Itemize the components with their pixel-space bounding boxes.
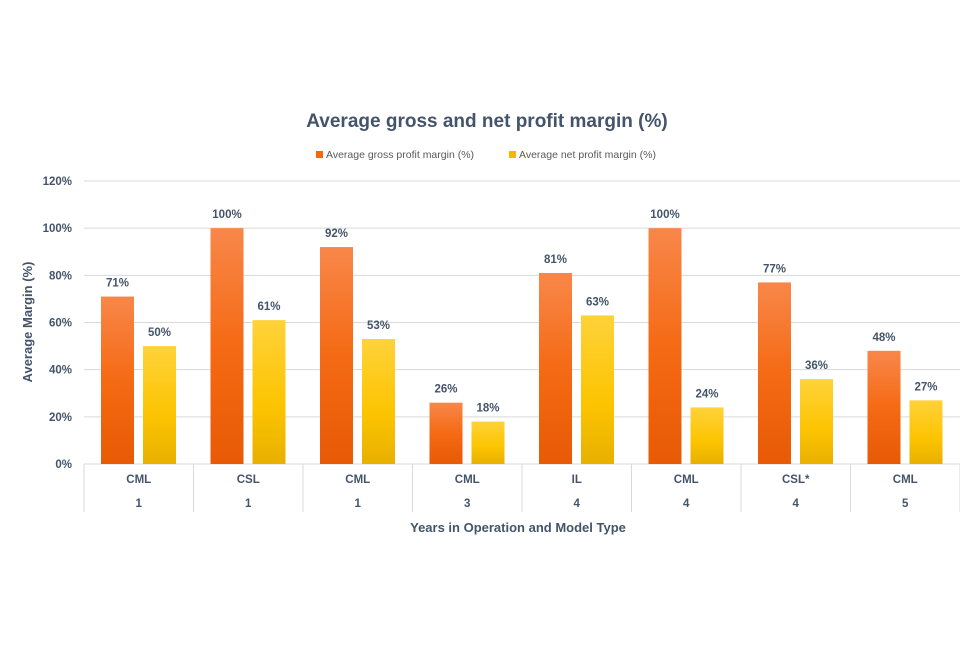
bar-net [471,421,505,464]
legend-swatch-net [509,151,516,158]
x-tick-model: CSL* [782,474,810,486]
y-tick-label: 80% [49,270,72,282]
chart-title: Average gross and net profit margin (%) [306,111,667,132]
data-label: 81% [544,254,567,266]
x-tick-years: 3 [464,498,470,510]
data-label: 18% [476,403,499,415]
y-tick-label: 100% [43,223,72,235]
x-tick-years: 4 [574,498,581,510]
data-label: 92% [325,228,348,240]
x-tick-years: 1 [355,498,362,510]
bar-net [800,379,833,464]
legend-swatch-gross [316,151,323,158]
bar-net [362,339,395,464]
x-tick-years: 1 [136,498,143,510]
data-label: 27% [914,381,937,393]
legend-label-net: Average net profit margin (%) [519,149,656,161]
bar-gross [758,282,791,464]
x-tick-years: 4 [793,498,800,510]
x-tick-model: CSL [237,474,260,486]
data-label: 53% [367,320,390,332]
bar-gross [210,228,244,464]
bar-net [143,346,176,464]
x-tick-years: 5 [902,498,909,510]
y-tick-label: 40% [49,365,72,377]
bar-net [252,320,286,464]
data-label: 77% [763,263,786,275]
bar-gross [101,296,134,464]
legend-label-gross: Average gross profit margin (%) [326,149,474,161]
x-tick-years: 4 [683,498,690,510]
data-label: 63% [586,296,609,308]
bar-gross [867,350,901,464]
data-label: 50% [148,327,171,339]
legend: Average gross profit margin (%) Average … [316,149,656,161]
data-label: 100% [212,209,241,221]
bar-gross [539,272,572,464]
bar-net [690,407,724,464]
data-label: 61% [257,301,280,313]
x-tick-model: IL [572,474,582,486]
data-label: 48% [872,332,895,344]
x-tick-years: 1 [245,498,252,510]
data-label: 24% [695,388,718,400]
y-tick-label: 60% [49,318,72,330]
bar-gross [429,402,463,464]
bar-net [581,315,614,464]
x-axis-label: Years in Operation and Model Type [410,520,626,535]
data-label: 100% [650,209,679,221]
bar-net [909,400,943,464]
x-tick-model: CML [345,474,370,486]
x-tick-model: CML [126,474,151,486]
y-tick-label: 120% [43,176,72,188]
data-label: 71% [106,278,129,290]
x-tick-model: CML [674,474,699,486]
y-axis-label: Average Margin (%) [20,262,35,383]
bar-gross [320,247,353,464]
data-label: 36% [805,360,828,372]
data-label: 26% [434,384,457,396]
x-tick-model: CML [455,474,480,486]
y-tick-label: 0% [55,459,72,471]
y-tick-label: 20% [49,412,72,424]
bar-gross [648,228,682,464]
x-tick-model: CML [893,474,918,486]
